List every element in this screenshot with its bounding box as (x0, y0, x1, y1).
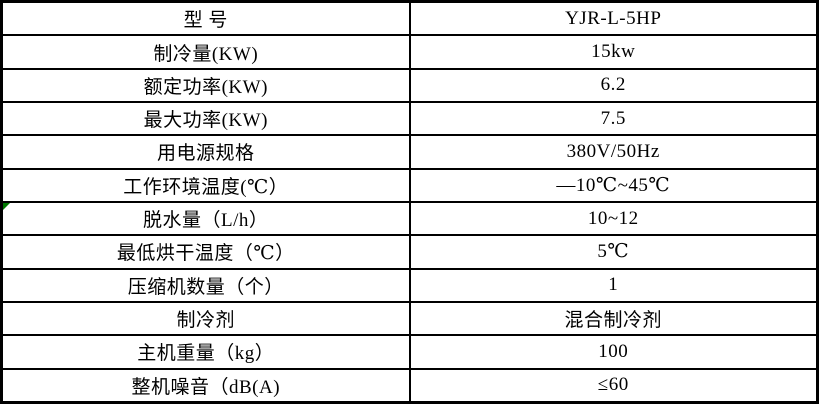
spec-parameter-label: 工作环境温度(℃） (123, 176, 289, 198)
table-row: 整机噪音（dB(A) ≤60 (0, 367, 819, 404)
spec-parameter-label: 整机噪音（dB(A) (131, 376, 281, 398)
spec-parameter-label: 最大功率(KW) (143, 110, 268, 132)
spec-parameter-label: 制冷量(KW) (153, 43, 259, 65)
table-row: 型 号 YJR-L-5HP (0, 0, 819, 37)
spec-parameter-label: 最低烘干温度（℃） (116, 243, 295, 265)
spec-value-cell: 6.2 (408, 67, 819, 104)
spec-parameter-cell: 工作环境温度(℃） (0, 167, 411, 203)
spec-parameter-cell: 用电源规格 (0, 134, 411, 170)
spec-value-cell: 7.5 (408, 101, 819, 137)
table-row: 工作环境温度(℃） —10℃~45℃ (0, 167, 819, 203)
spec-value-cell: ≤60 (408, 367, 819, 404)
green-corner-marker-icon (3, 202, 10, 210)
table-row: 最低烘干温度（℃） 5℃ (0, 234, 819, 270)
spec-parameter-cell: 额定功率(KW) (0, 67, 411, 104)
table-row: 制冷量(KW) 15kw (0, 34, 819, 70)
spec-parameter-label: 型 号 (183, 10, 228, 32)
spec-parameter-label: 压缩机数量（个） (127, 276, 284, 298)
spec-value-cell: —10℃~45℃ (408, 167, 819, 203)
table-row: 脱水量（L/h） 10~12 (0, 200, 819, 237)
spec-parameter-cell: 最低烘干温度（℃） (0, 234, 411, 270)
spec-parameter-cell: 最大功率(KW) (0, 101, 411, 137)
spec-parameter-cell: 制冷剂 (0, 300, 411, 337)
spec-value-cell: 380V/50Hz (408, 134, 819, 170)
spec-parameter-label: 主机重量（kg） (137, 343, 275, 365)
spec-value-cell: 15kw (408, 34, 819, 70)
table-row: 额定功率(KW) 6.2 (0, 67, 819, 104)
spec-parameter-label: 额定功率(KW) (143, 76, 268, 98)
table-row: 制冷剂 混合制冷剂 (0, 300, 819, 337)
table-row: 最大功率(KW) 7.5 (0, 101, 819, 137)
spec-parameter-label: 脱水量（L/h） (143, 210, 269, 232)
spec-value-cell: 1 (408, 267, 819, 303)
spec-value-cell: 5℃ (408, 234, 819, 270)
spec-value-cell: 100 (408, 334, 819, 370)
spec-value-cell: YJR-L-5HP (408, 0, 819, 37)
spec-parameter-cell: 整机噪音（dB(A) (0, 367, 411, 404)
spec-parameter-label: 用电源规格 (156, 143, 255, 165)
spec-parameter-label: 制冷剂 (176, 310, 235, 332)
spec-parameter-cell: 主机重量（kg） (0, 334, 411, 370)
spec-value-cell: 10~12 (408, 200, 819, 237)
table-row: 主机重量（kg） 100 (0, 334, 819, 370)
spec-parameter-cell: 脱水量（L/h） (0, 200, 411, 237)
spec-parameter-cell: 型 号 (0, 0, 411, 37)
table-row: 用电源规格 380V/50Hz (0, 134, 819, 170)
spec-parameter-cell: 制冷量(KW) (0, 34, 411, 70)
spec-parameter-cell: 压缩机数量（个） (0, 267, 411, 303)
table-row: 压缩机数量（个） 1 (0, 267, 819, 303)
spec-value-cell: 混合制冷剂 (408, 300, 819, 337)
